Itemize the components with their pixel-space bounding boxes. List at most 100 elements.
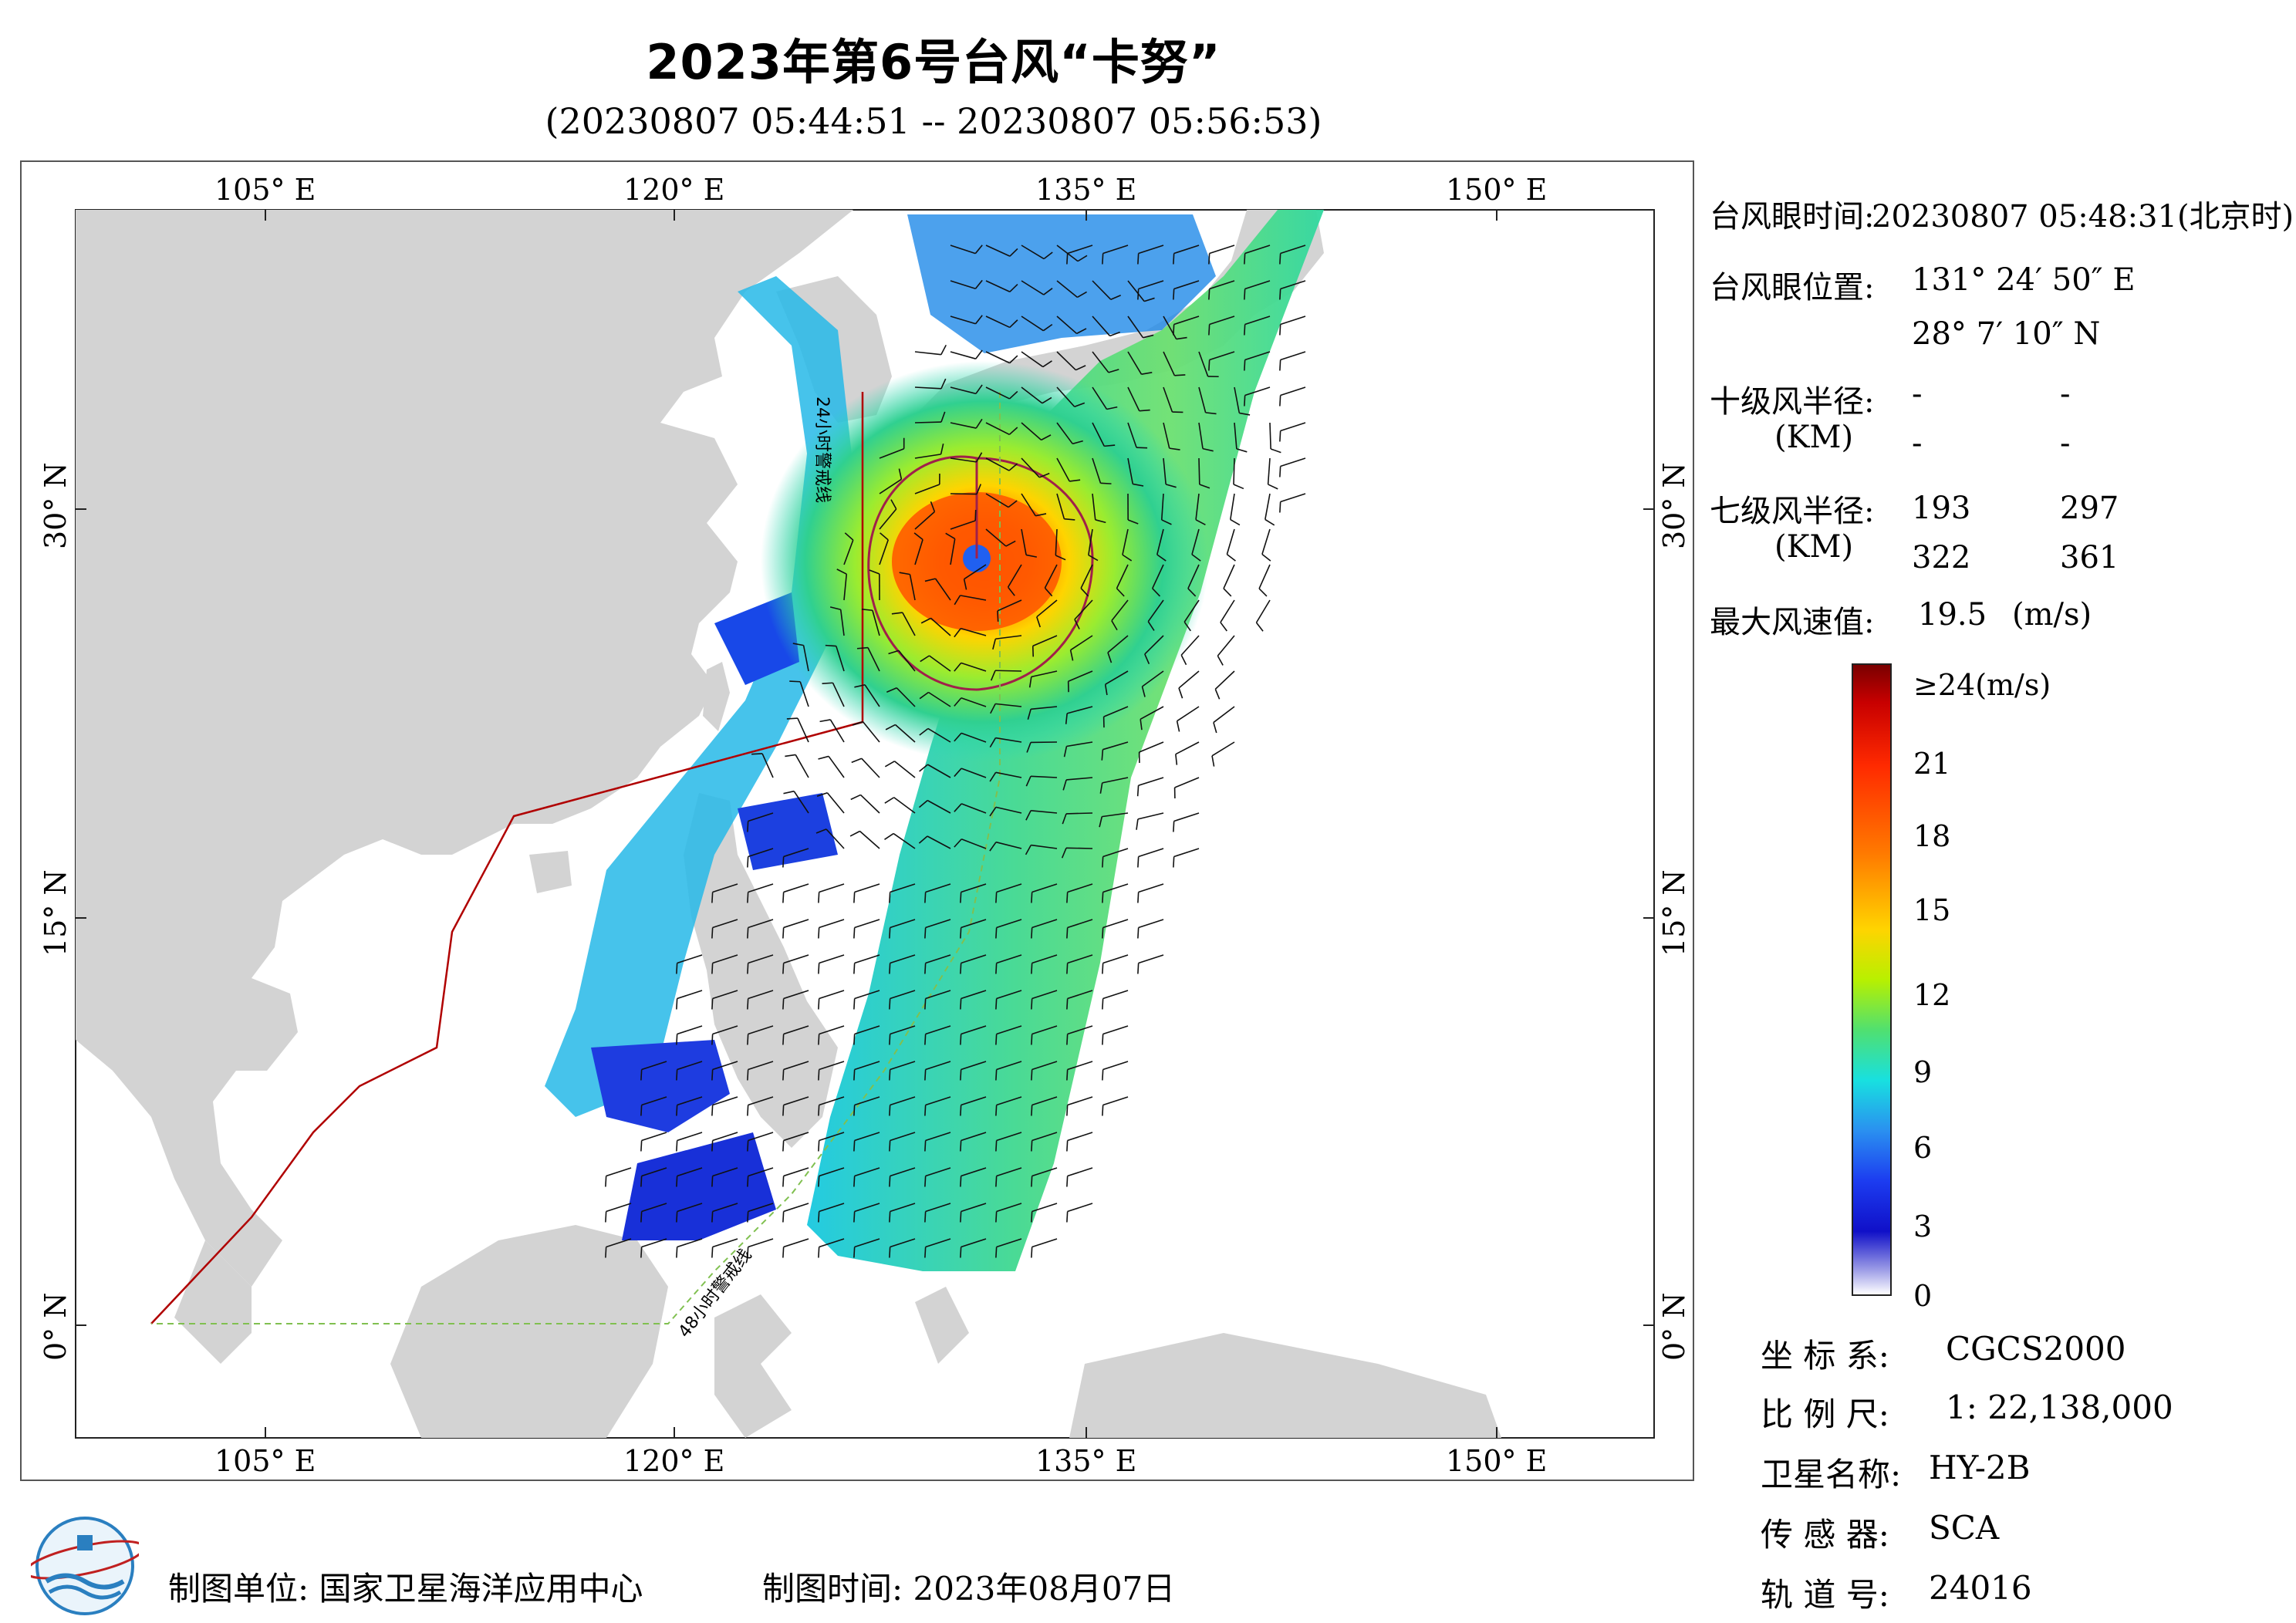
wind-barb-flag (1279, 288, 1281, 300)
wind-barb (890, 1132, 916, 1142)
wind-barb (712, 1061, 738, 1071)
r10-value: - (1912, 376, 1923, 412)
land-philippines (684, 793, 838, 1148)
wind-barb (950, 280, 976, 289)
wind-barb (783, 1132, 809, 1142)
max-wind-label: 最大风速值: (1710, 605, 1875, 640)
wind-barb-flag (899, 572, 910, 575)
wind-barb (677, 990, 703, 1000)
wind-barb (1102, 990, 1129, 1000)
colorbar-tick: 9 (1913, 1055, 1933, 1089)
wind-barb-flag (1136, 818, 1139, 830)
wind-barb (1068, 670, 1093, 682)
wind-barb-flag (1066, 892, 1069, 903)
wind-barb (1209, 351, 1235, 361)
wind-barb-flag (954, 662, 962, 672)
wind-barb-flag (1064, 518, 1075, 521)
wind-barb-flag (1038, 472, 1050, 478)
colorbar-tick: 0 (1913, 1279, 1933, 1313)
wind-barb (960, 595, 987, 601)
wind-barb (783, 1238, 809, 1248)
wind-barb (961, 662, 987, 672)
wind-barb (930, 617, 951, 636)
wind-barb-flag (1008, 463, 1018, 471)
wind-barb (1102, 919, 1129, 929)
eye-time-label: 台风眼时间: (1710, 199, 1875, 235)
wind-barb-flag (995, 892, 998, 903)
wind-barb (819, 990, 845, 1000)
wind-barb (819, 1132, 845, 1142)
wind-barb-flag (990, 670, 996, 681)
lat-label-left: 15° N (39, 869, 73, 957)
wind-barb (861, 758, 880, 778)
wind-barb (929, 655, 951, 672)
wind-barb (1163, 386, 1173, 413)
wind-barb (802, 645, 809, 672)
wind-barb (799, 681, 809, 707)
wind-barb (994, 670, 1022, 672)
lat-label-right: 0° N (1657, 1292, 1691, 1361)
wind-barb-flag (924, 998, 927, 1010)
wind-barb (1066, 706, 1093, 714)
wind-barb-flag (1108, 369, 1119, 373)
wind-barb (1092, 422, 1105, 447)
wind-barb-flag (1133, 483, 1144, 487)
wind-barb (890, 1025, 916, 1035)
wind-barb (872, 610, 880, 636)
wind-barb-flag (975, 349, 983, 359)
r7-label: 七级风半径: (1710, 494, 1875, 529)
wind-barb (996, 1238, 1022, 1248)
wind-barb-flag (1066, 1069, 1069, 1081)
wind-barb-flag (1069, 479, 1081, 482)
wind-barb-flag (995, 1105, 998, 1116)
wind-barb (783, 1061, 809, 1071)
wind-barb-flag (1009, 390, 1018, 400)
wind-barb (1066, 741, 1093, 747)
wind-barb-flag (995, 963, 998, 974)
wind-barb-flag (844, 532, 854, 541)
wind-barb (985, 493, 1009, 508)
wind-barb-flag (1042, 360, 1052, 368)
wind-barb (783, 1025, 809, 1035)
wind-barb (1092, 351, 1109, 373)
wind-barb (996, 1203, 1022, 1213)
wind-barb-flag (836, 569, 847, 575)
wind-barb (1032, 990, 1058, 1000)
wind-barb (1177, 706, 1200, 722)
wind-barb (1067, 919, 1093, 929)
wind-barb-flag (782, 1034, 785, 1045)
wind-barb (1280, 422, 1306, 432)
wind-barb-flag (918, 835, 928, 844)
wind-barb-flag (711, 1105, 714, 1116)
wind-barb-flag (1008, 500, 1018, 508)
wind-barb (748, 1061, 774, 1071)
wind-barb-flag (1026, 742, 1032, 753)
wind-barb (1032, 1203, 1058, 1213)
wind-barb-flag (785, 754, 796, 758)
wind-barb-flag (1140, 719, 1143, 731)
colorbar-tick: 3 (1913, 1210, 1933, 1243)
wind-barb (1244, 315, 1271, 326)
sensor-label: 传 感 器: (1761, 1516, 1889, 1554)
wind-barb (1067, 990, 1093, 1000)
wind-barb-flag (1043, 288, 1053, 295)
wind-barb-flag (1062, 779, 1067, 791)
wind-barb (1173, 245, 1200, 255)
wind-barb (677, 954, 703, 964)
wind-barb-flag (853, 1069, 856, 1081)
wind-barb (995, 703, 1022, 707)
wind-barb (961, 883, 987, 893)
wind-barb-flag (884, 832, 894, 840)
wind-barb-flag (884, 761, 895, 768)
wind-barb (748, 954, 774, 964)
wind-barb (854, 954, 880, 964)
wind-barb (890, 1096, 916, 1106)
wind-barb (1056, 457, 1070, 482)
wind-barb-flag (1028, 677, 1032, 688)
wind-barb (1031, 844, 1058, 849)
wind-barb-flag (1268, 484, 1278, 490)
wind-barb-flag (924, 1140, 927, 1152)
wind-barb-flag (924, 1176, 927, 1187)
wind-barb (925, 990, 951, 1000)
wind-barb-flag (1109, 331, 1120, 337)
